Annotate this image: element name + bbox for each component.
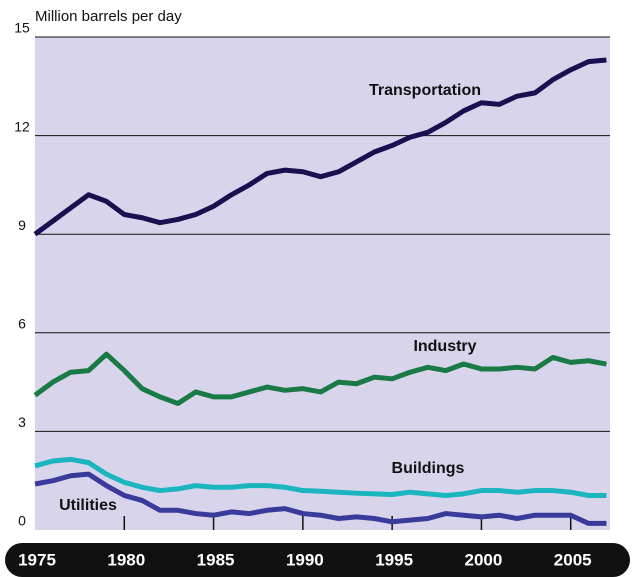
series-label: Industry	[413, 338, 476, 355]
x-tick-label: 2005	[554, 550, 592, 569]
y-tick-label: 15	[14, 20, 30, 36]
series-line	[34, 456, 607, 498]
series-label: Utilities	[59, 497, 117, 514]
y-tick-label: 12	[14, 118, 30, 134]
series-label: Transportation	[369, 82, 481, 99]
x-axis-band	[5, 543, 630, 577]
x-tick-label: 1980	[107, 550, 145, 569]
x-tick-label: 1985	[197, 550, 235, 569]
series-line	[33, 351, 607, 406]
series-line	[34, 471, 607, 526]
y-tick-label: 9	[18, 217, 26, 233]
series-label: Buildings	[392, 460, 465, 477]
y-tick-label: 3	[18, 414, 26, 430]
y-tick-label: 6	[18, 316, 26, 332]
y-tick-label: 0	[18, 513, 26, 529]
x-tick-label: 2000	[465, 550, 503, 569]
x-tick-label: 1975	[18, 550, 56, 569]
x-tick-label: 1995	[375, 550, 413, 569]
series-line	[33, 57, 607, 237]
plot-background	[35, 37, 610, 530]
axis-title: Million barrels per day	[35, 8, 182, 25]
x-tick-label: 1990	[286, 550, 324, 569]
